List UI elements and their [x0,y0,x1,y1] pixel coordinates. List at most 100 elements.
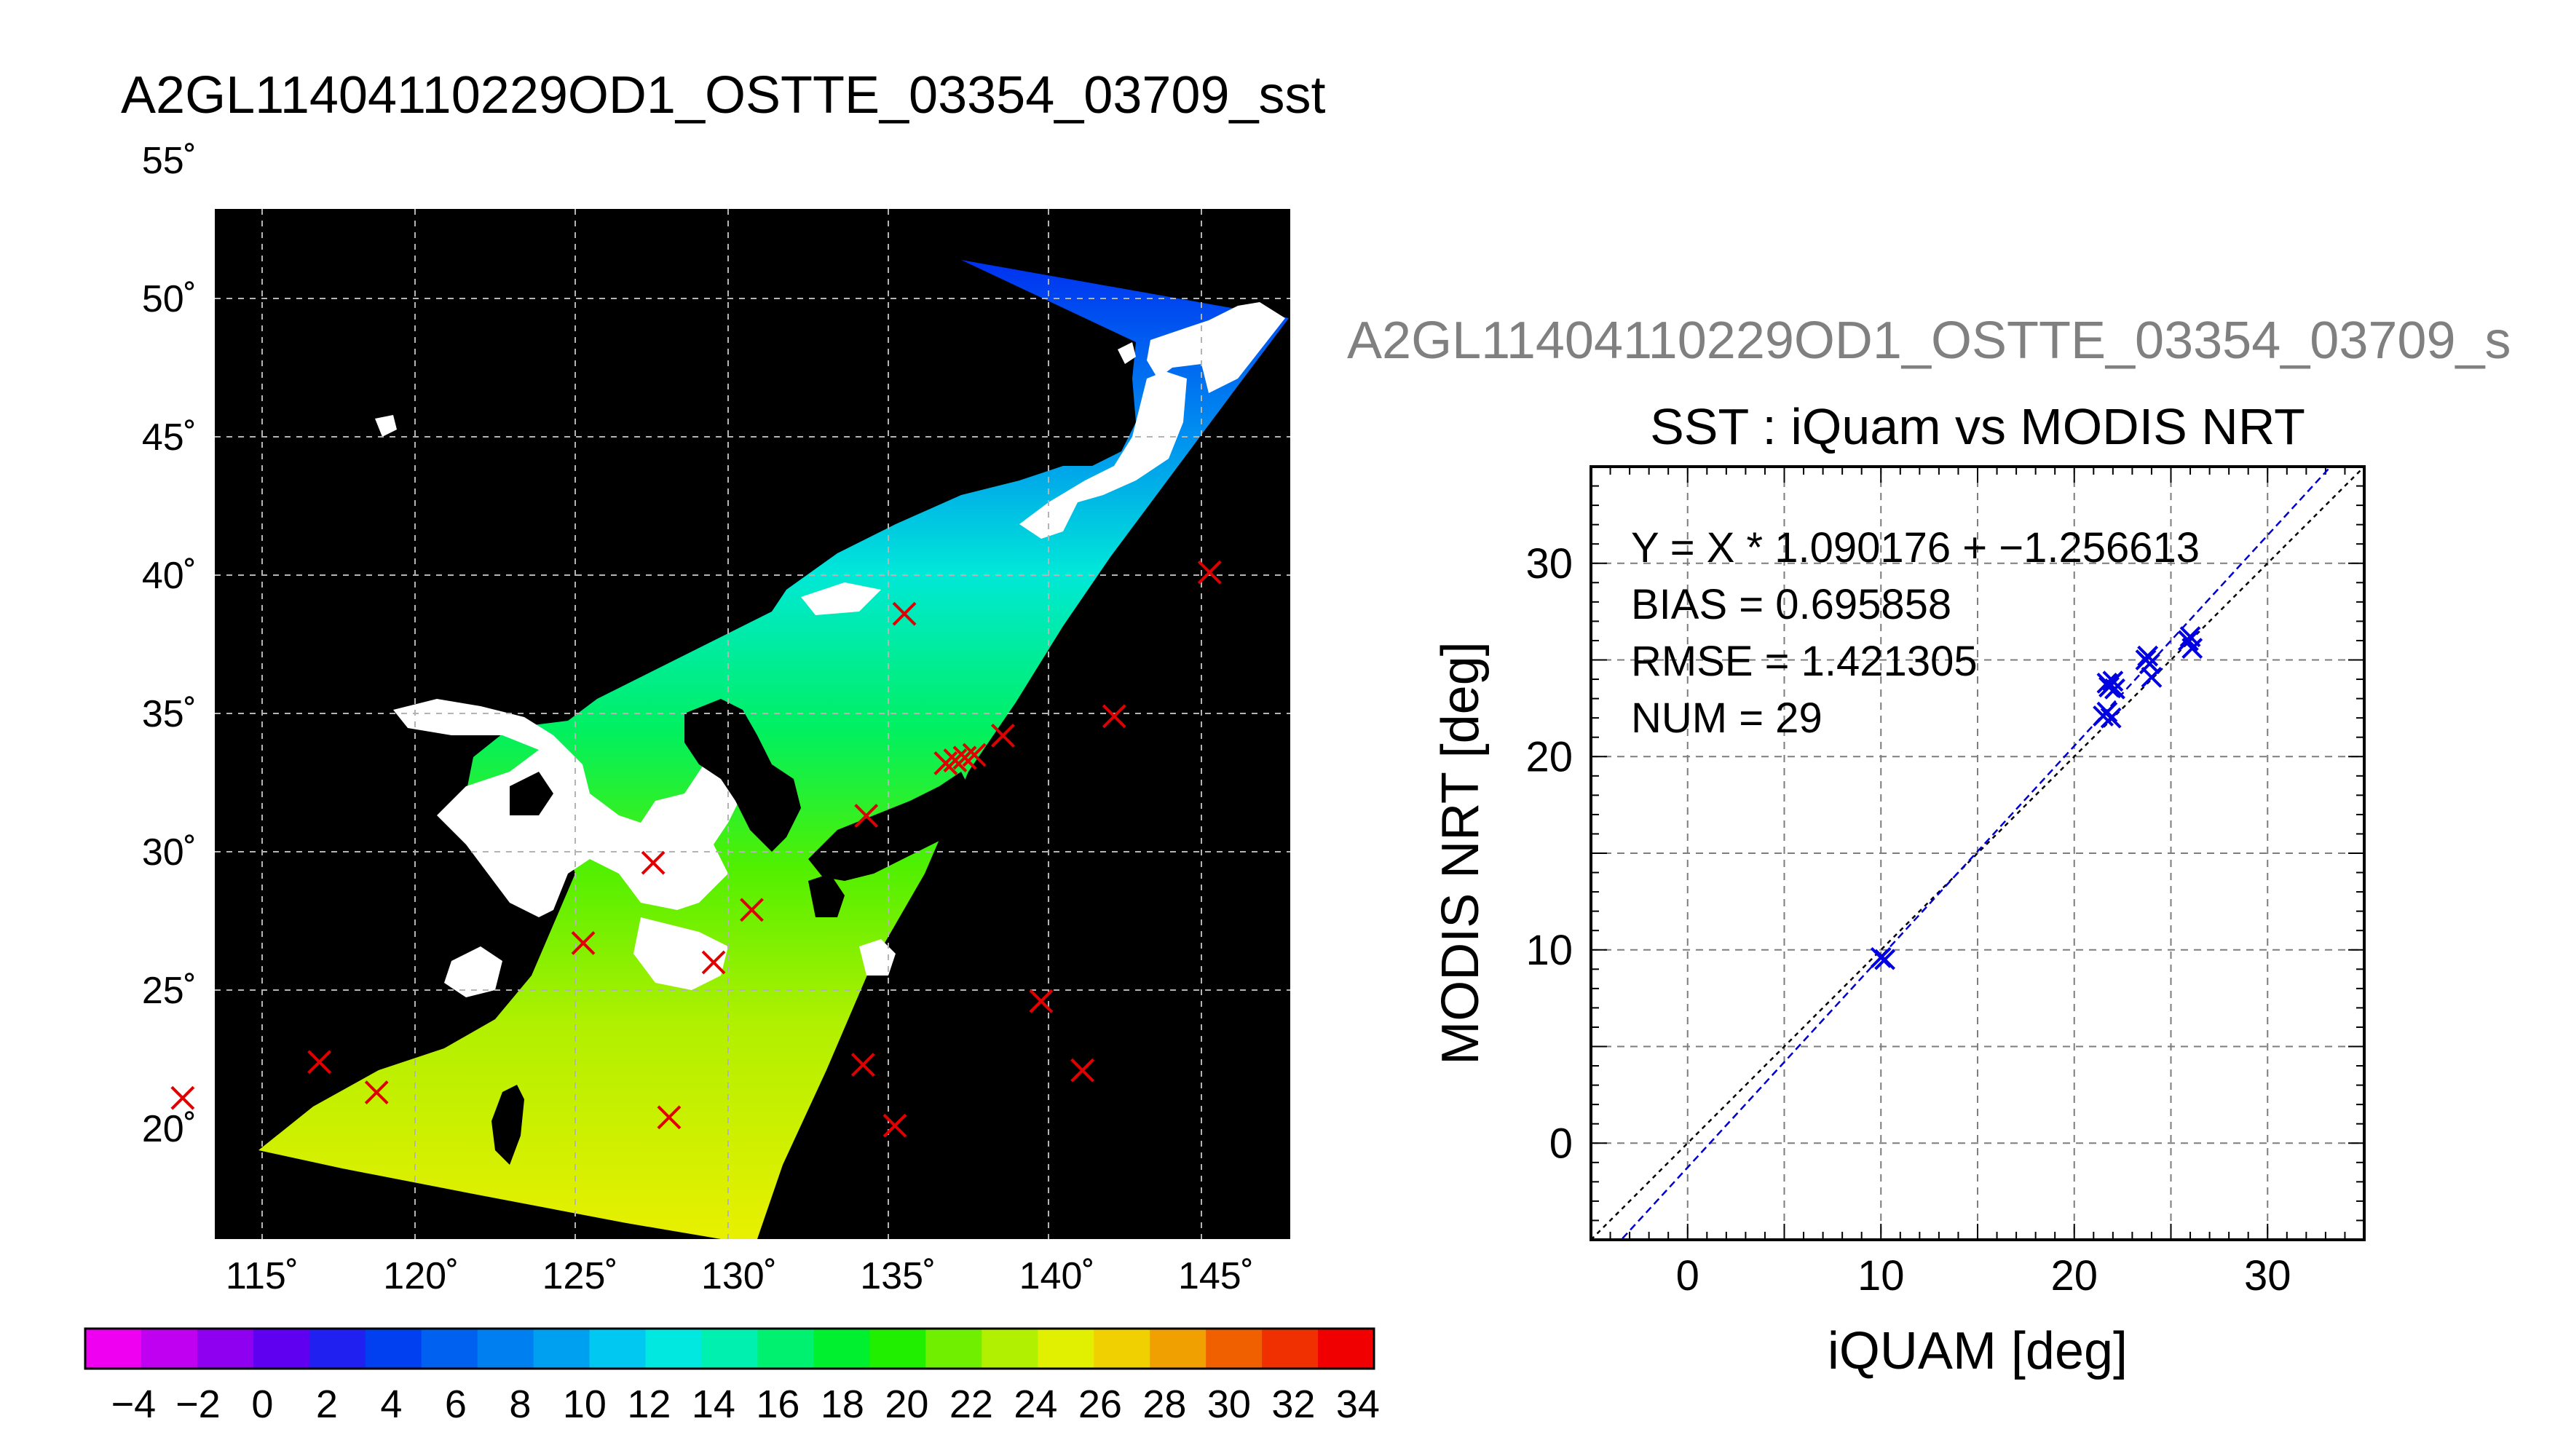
map-x-tick-label: 130˚ [701,1255,777,1297]
colorbar-segment [645,1329,703,1369]
scatter-point [2141,666,2163,688]
scatter-point [2135,649,2157,670]
colorbar-tick-label: 12 [627,1382,671,1426]
colorbar-tick-labels: −4 −2 0 2 4 6 8 10 12 14 16 18 20 22 24 26 28 30 32 34 [111,1382,1380,1426]
scatter-y-tick-label: 10 [1525,927,1573,974]
matchup-marker [850,1053,875,1077]
matchup-marker [740,898,764,922]
scatter-x-tick-label: 30 [2244,1252,2291,1299]
colorbar-segment [1206,1329,1263,1369]
colorbar-segments [85,1329,1375,1369]
map-matchup-markers [170,560,1222,1138]
sst-map: 115˚ 120˚ 125˚ 130˚ 135˚ 140˚ 145˚ 20˚ 25˚ 30˚ 35… [142,140,1290,1297]
map-y-tick-label: 55˚ [142,140,197,182]
scatter-points [1870,626,2203,970]
matchup-marker [364,1080,389,1105]
scatter-y-tick-label: 20 [1525,733,1573,780]
scatter-file-title: A2GL11404110229OD1_OSTTE_03354_03709_s [1347,312,2511,370]
colorbar-segment [85,1329,142,1369]
sst-swath-field [258,260,1289,1239]
matchup-marker [170,1085,195,1110]
land-mask [491,699,976,1165]
map-x-tick-label: 140˚ [1019,1255,1095,1297]
colorbar-segment [1038,1329,1095,1369]
scatter-y-tick-label: 0 [1549,1120,1573,1167]
map-x-tick-label: 125˚ [542,1255,618,1297]
scatter-x-tick-labels: 0 10 20 30 [1676,1252,2291,1299]
colorbar-segment [309,1329,366,1369]
matchup-marker [571,930,596,955]
matchup-marker [854,804,879,828]
colorbar-tick-label: 20 [885,1382,928,1426]
stats-line: Y = X * 1.090176 + −1.256613 [1631,524,2200,571]
map-x-tick-label: 145˚ [1178,1255,1254,1297]
matchup-marker [1102,704,1126,729]
scatter-point [2100,707,2122,729]
colorbar-tick-label: 6 [445,1382,467,1426]
colorbar-segment [1318,1329,1375,1369]
map-y-tick-label: 35˚ [142,693,197,735]
colorbar-segment [701,1329,759,1369]
map-y-tick-label: 20˚ [142,1108,197,1150]
colorbar-tick-label: 4 [380,1382,402,1426]
map-y-tick-label: 30˚ [142,831,197,874]
colorbar-tick-label: 8 [509,1382,531,1426]
stats-annotation: Y = X * 1.090176 + −1.256613 BIAS = 0.695… [1631,524,2200,742]
scatter-x-tick-label: 0 [1676,1252,1699,1299]
scatter-point [2104,678,2125,700]
matchup-marker [641,850,666,875]
scatter-minor-ticks [1590,466,2365,1241]
colorbar-segment [1094,1329,1151,1369]
map-y-tick-labels: 20˚ 25˚ 30˚ 35˚ 40˚ 45˚ 50˚ 55˚ [142,140,197,1150]
colorbar-segment [589,1329,647,1369]
scatter-title: SST : iQuam vs MODIS NRT [1650,398,2305,455]
matchup-marker [991,723,1015,748]
colorbar-segment [365,1329,422,1369]
colorbar-tick-label: 32 [1271,1382,1315,1426]
colorbar-segment [1150,1329,1207,1369]
colorbar-segment [141,1329,198,1369]
stats-line: NUM = 29 [1631,695,1823,742]
matchup-marker [962,743,987,767]
scatter-y-tick-label: 30 [1525,540,1573,587]
matchup-marker [701,950,726,975]
scatter-plot: SST : iQuam vs MODIS NRT Y = X * 1.09017… [1431,398,2366,1380]
colorbar-segment [197,1329,254,1369]
map-x-tick-label: 115˚ [226,1255,299,1297]
colorbar-segment [869,1329,927,1369]
colorbar-segment [757,1329,815,1369]
scatter-point [1874,949,1895,970]
matchup-marker [307,1050,332,1075]
map-y-tick-label: 40˚ [142,555,197,597]
colorbar-tick-label: 2 [316,1382,338,1426]
one-to-one-line [1591,467,2364,1240]
matchup-marker [1197,560,1222,585]
scatter-x-tick-label: 20 [2050,1252,2098,1299]
matchup-marker [882,1113,907,1138]
colorbar-tick-label: 24 [1014,1382,1057,1426]
colorbar-tick-label: 26 [1078,1382,1122,1426]
matchup-marker [1029,989,1054,1013]
map-gridlines [215,209,1290,1239]
scatter-gridlines [1591,467,2364,1240]
colorbar-segment [533,1329,591,1369]
map-y-tick-label: 50˚ [142,278,197,320]
matchup-marker [657,1105,682,1130]
y-axis-label: MODIS NRT [deg] [1431,641,1490,1065]
matchup-marker [892,601,917,626]
map-x-tick-labels: 115˚ 120˚ 125˚ 130˚ 135˚ 140˚ 145˚ [226,1255,1254,1297]
colorbar-segment [925,1329,983,1369]
colorbar-tick-label: 16 [756,1382,799,1426]
colorbar: −4 −2 0 2 4 6 8 10 12 14 16 18 20 22 24 26 28 30 32 34 [84,1327,1380,1426]
colorbar-tick-label: −4 [111,1382,157,1426]
colorbar-segment [253,1329,310,1369]
matchup-marker [933,751,958,775]
stats-line: BIAS = 0.695858 [1631,581,1951,628]
scatter-x-tick-label: 10 [1857,1252,1905,1299]
map-y-tick-label: 25˚ [142,970,197,1012]
colorbar-tick-label: −2 [175,1382,221,1426]
scatter-point [2177,630,2199,652]
scatter-y-tick-labels: 0 10 20 30 [1525,540,1573,1168]
map-y-tick-label: 45˚ [142,416,197,459]
